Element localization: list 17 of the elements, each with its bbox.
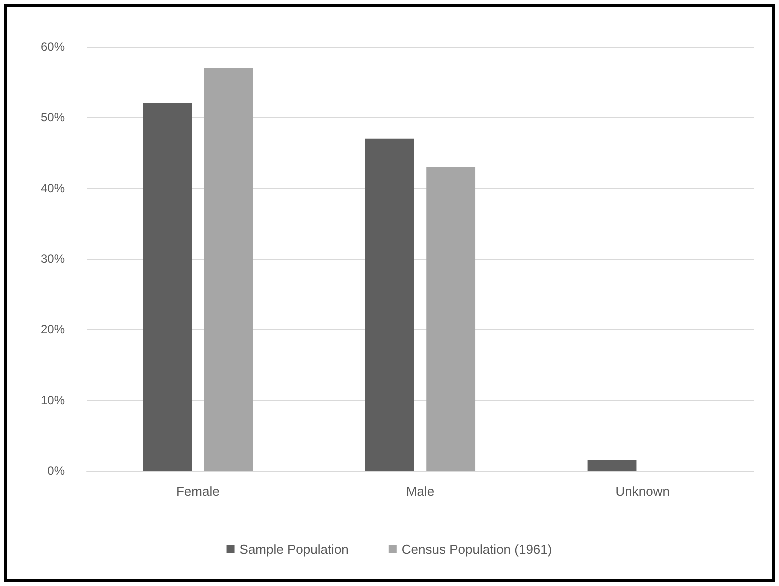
y-tick-label: 50% [40, 110, 66, 125]
y-tick-label: 10% [40, 393, 66, 408]
y-tick-label: 0% [48, 464, 66, 478]
bar [426, 167, 476, 471]
x-tick-label: Unknown [616, 484, 670, 499]
legend-label: Sample Population [240, 542, 349, 557]
y-tick-label: 40% [40, 181, 66, 196]
x-tick-label: Female [176, 484, 220, 499]
bar [365, 138, 414, 471]
y-tick-label: 60% [40, 40, 66, 54]
bar [204, 68, 254, 471]
x-tick-label: Male [406, 484, 435, 499]
bar [143, 104, 192, 471]
legend-label: Census Population (1961) [402, 542, 552, 557]
y-tick-label: 30% [40, 252, 66, 266]
y-tick-label: 20% [40, 322, 66, 337]
bar [588, 460, 637, 471]
